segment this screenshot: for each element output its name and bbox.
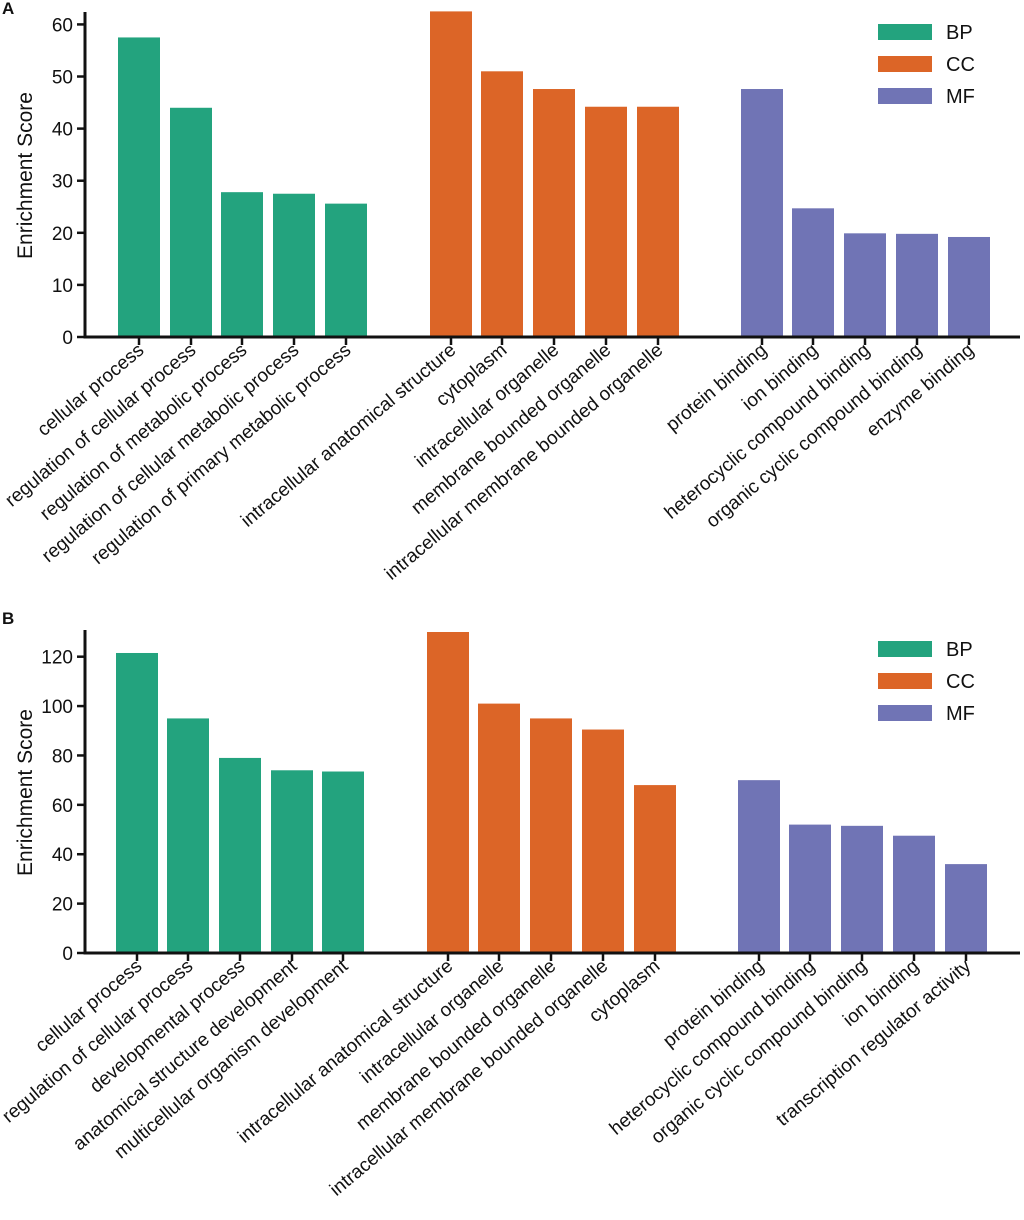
- bar-bp-5: [325, 203, 367, 337]
- bar-cc-3: [533, 89, 575, 338]
- bar-mf-2: [792, 208, 834, 337]
- bar-mf-5: [948, 236, 990, 337]
- legend-swatch-mf: [878, 88, 932, 104]
- legend-label-cc: CC: [946, 671, 975, 693]
- y-axis-label: Enrichment Score: [14, 92, 37, 259]
- x-tick-label: membrane bounded organelle: [353, 956, 561, 1135]
- legend-swatch-cc: [878, 673, 932, 689]
- panel-label: A: [2, 0, 14, 18]
- x-tick-label: regulation of metabolic process: [36, 340, 251, 525]
- bar-bp-5: [322, 771, 364, 953]
- bar-mf-4: [893, 835, 935, 953]
- y-tick-label: 120: [41, 648, 73, 669]
- bar-cc-1: [430, 11, 472, 337]
- bar-mf-3: [844, 233, 886, 337]
- y-axis-label: Enrichment Score: [14, 709, 37, 876]
- bar-bp-2: [170, 107, 212, 337]
- y-tick-label: 0: [62, 944, 73, 965]
- bar-bp-4: [273, 193, 315, 337]
- x-tick-label: heterocyclic compound binding: [661, 340, 874, 524]
- legend-swatch-bp: [878, 641, 932, 657]
- legend-swatch-bp: [878, 24, 932, 40]
- bar-bp-3: [221, 192, 263, 337]
- bar-mf-2: [789, 824, 831, 953]
- legend-label-mf: MF: [946, 703, 975, 725]
- y-tick-label: 80: [52, 746, 73, 767]
- bar-bp-2: [167, 718, 209, 953]
- bar-cc-4: [582, 729, 624, 953]
- legend-label-bp: BP: [946, 22, 973, 44]
- bar-cc-5: [637, 106, 679, 337]
- bar-cc-1: [427, 632, 469, 953]
- y-tick-label: 10: [52, 276, 73, 297]
- y-tick-label: 60: [52, 15, 73, 36]
- bar-bp-4: [271, 770, 313, 953]
- bar-mf-4: [896, 233, 938, 337]
- y-tick-label: 100: [41, 697, 73, 718]
- bar-cc-2: [478, 703, 520, 953]
- y-tick-label: 20: [52, 895, 73, 916]
- bar-bp-1: [118, 37, 160, 338]
- y-tick-label: 40: [52, 120, 73, 141]
- y-tick-label: 60: [52, 796, 73, 817]
- bar-cc-3: [530, 718, 572, 953]
- y-tick-label: 0: [62, 328, 73, 349]
- x-tick-label: organic cyclic compound binding: [647, 956, 871, 1149]
- y-tick-label: 40: [52, 845, 73, 866]
- bar-cc-4: [585, 106, 627, 337]
- y-tick-label: 30: [52, 172, 73, 193]
- bar-mf-3: [841, 825, 883, 953]
- legend-swatch-cc: [878, 56, 932, 72]
- bar-cc-2: [481, 71, 523, 337]
- bar-mf-5: [945, 864, 987, 953]
- legend-label-bp: BP: [946, 639, 973, 661]
- bar-bp-3: [219, 757, 261, 953]
- y-tick-label: 50: [52, 68, 73, 89]
- bar-mf-1: [738, 780, 780, 953]
- panel-label: B: [2, 610, 14, 628]
- y-tick-label: 20: [52, 224, 73, 245]
- bar-bp-1: [116, 652, 158, 953]
- legend-label-cc: CC: [946, 54, 975, 76]
- bar-mf-1: [741, 89, 783, 338]
- bar-cc-5: [634, 785, 676, 953]
- legend-swatch-mf: [878, 705, 932, 721]
- legend-label-mf: MF: [946, 86, 975, 108]
